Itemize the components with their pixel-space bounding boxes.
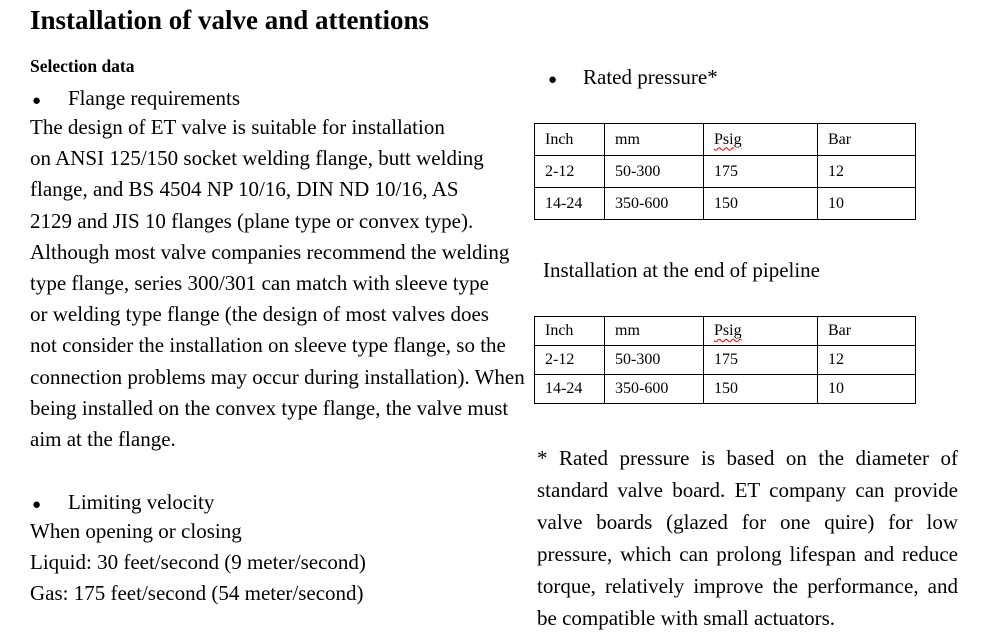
rated-pressure-label: Rated pressure* (583, 65, 718, 89)
table-row: 2-12 50-300 175 12 (534, 155, 916, 188)
rated-pressure-bullet: ● Rated pressure* (548, 64, 718, 93)
table-cell: 175 (703, 155, 818, 188)
table-cell: 150 (703, 374, 818, 404)
table-header-row: Inch mm Psig Bar (534, 316, 916, 346)
flange-requirements-paragraph: The design of ET valve is suitable for i… (30, 115, 525, 452)
psig-spellcheck: Psig (714, 322, 742, 339)
table-row: 2-12 50-300 175 12 (534, 345, 916, 375)
table-cell: 150 (703, 187, 818, 220)
page-title: Installation of valve and attentions (30, 5, 430, 35)
table-header-cell: Inch (534, 123, 605, 156)
table-cell: 14-24 (534, 374, 605, 404)
bullet-icon: ● (32, 93, 42, 109)
table-cell: 2-12 (534, 345, 605, 375)
limiting-velocity-paragraph: When opening or closing Liquid: 30 feet/… (30, 519, 366, 606)
rated-pressure-table: Inch mm Psig Bar 2-12 50-300 175 12 14-2… (534, 123, 916, 220)
table-cell: 50-300 (604, 155, 704, 188)
table-header-cell: Psig (703, 123, 818, 156)
table-cell: 175 (703, 345, 818, 375)
bullet-icon: ● (548, 72, 558, 88)
table-header-cell: Bar (817, 316, 916, 346)
table-cell: 14-24 (534, 187, 605, 220)
limiting-velocity-label: Limiting velocity (68, 490, 215, 514)
table-cell: 12 (817, 345, 916, 375)
bullet-icon: ● (32, 497, 42, 513)
footnote-line: * Rated pressure is based on the diamete… (537, 446, 958, 470)
selection-data-heading: Selection data (30, 56, 135, 76)
table-cell: 10 (817, 374, 916, 404)
footnote-line: standard valve board. ET company can pro… (537, 478, 958, 502)
table-header-cell: Psig (703, 316, 818, 346)
table-row: 14-24 350-600 150 10 (534, 187, 916, 220)
flange-requirements-label: Flange requirements (68, 86, 241, 110)
psig-spellcheck: Psig (714, 130, 742, 148)
table-header-cell: mm (604, 316, 704, 346)
footnote-line: torque, relatively improve the performan… (537, 574, 958, 598)
table-cell: 50-300 (604, 345, 704, 375)
flange-requirements-bullet: ● Flange requirements (32, 85, 240, 114)
table-cell: 12 (817, 155, 916, 188)
table-cell: 350-600 (604, 187, 704, 220)
limiting-velocity-bullet: ● Limiting velocity (32, 489, 214, 518)
pipeline-table: Inch mm Psig Bar 2-12 50-300 175 12 14-2… (534, 316, 916, 404)
footnote-line: valve boards (glazed for one quire) for … (537, 510, 958, 534)
pipeline-heading: Installation at the end of pipeline (543, 258, 820, 282)
footnote: * Rated pressure is based on the diamete… (537, 442, 958, 634)
table-cell: 2-12 (534, 155, 605, 188)
footnote-line: be compatible with small actuators. (537, 606, 835, 630)
table-cell: 10 (817, 187, 916, 220)
table-header-cell: Bar (817, 123, 916, 156)
table-cell: 350-600 (604, 374, 704, 404)
table-header-row: Inch mm Psig Bar (534, 123, 916, 156)
table-row: 14-24 350-600 150 10 (534, 374, 916, 404)
table-header-cell: mm (604, 123, 704, 156)
table-header-cell: Inch (534, 316, 605, 346)
footnote-line: pressure, which can prolong lifespan and… (537, 542, 958, 566)
